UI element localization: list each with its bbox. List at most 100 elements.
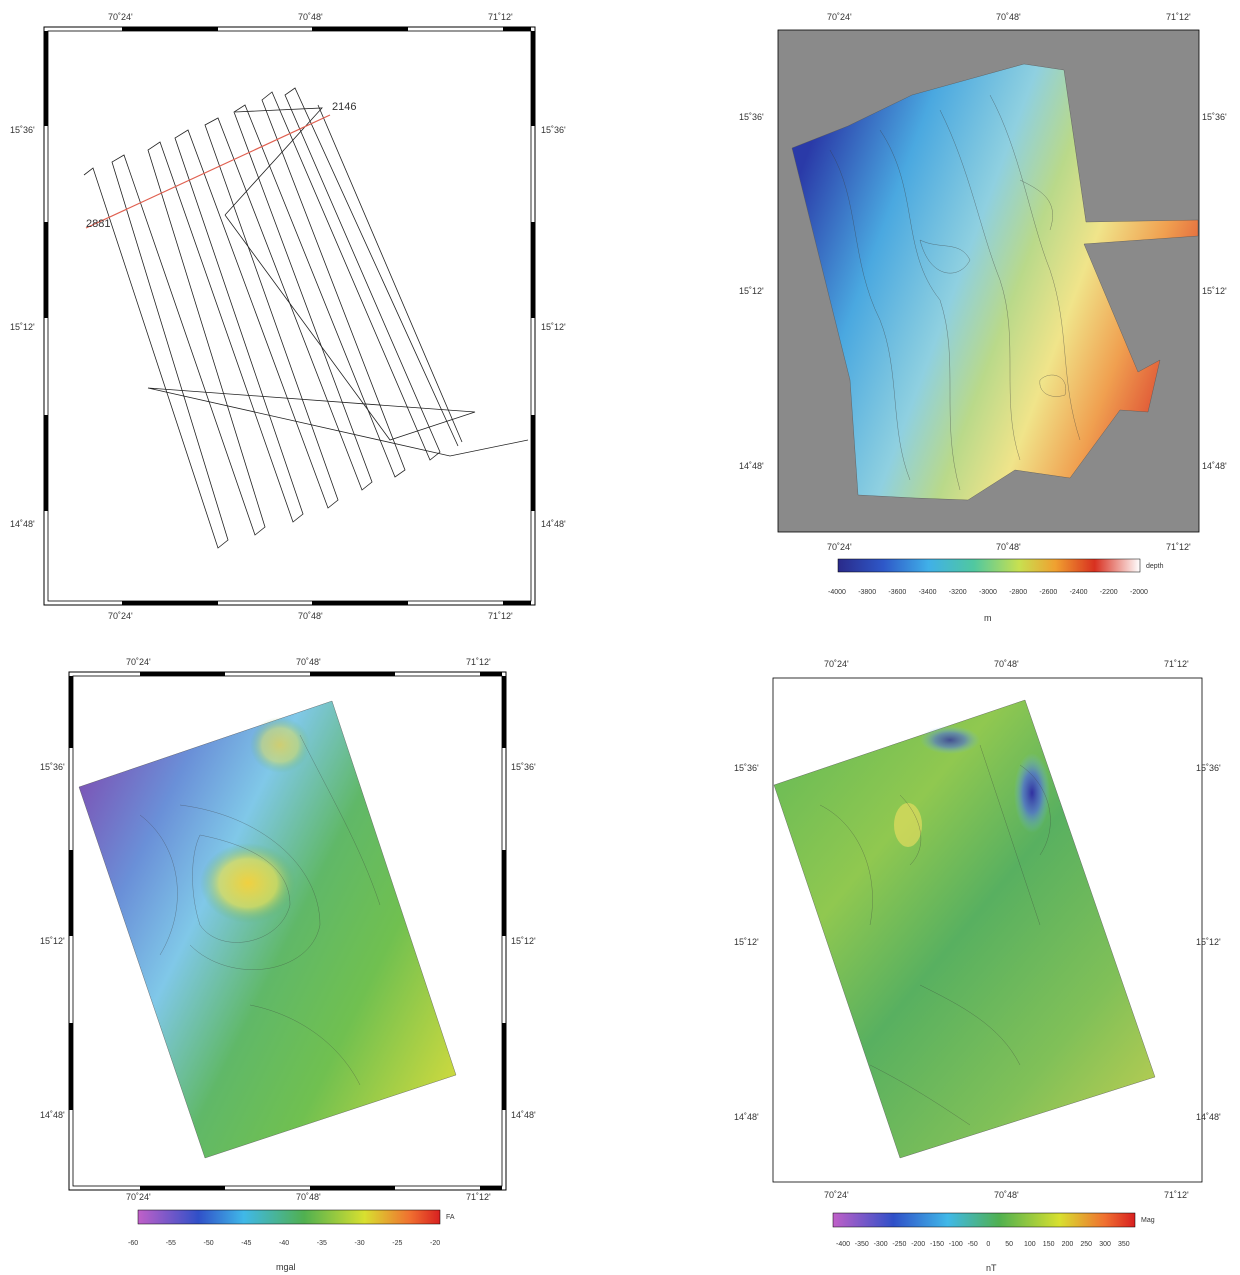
lon-tick: 70˚24' [126, 1192, 151, 1202]
colorbar-tick-label: -50 [204, 1240, 214, 1247]
lat-tick: 15˚36' [1202, 112, 1227, 122]
lon-tick: 71˚12' [1164, 659, 1189, 669]
lon-tick: 70˚48' [996, 12, 1021, 22]
line-label-2146: 2146 [332, 101, 356, 113]
colorbar-tick-label: 0 [986, 1241, 990, 1248]
track-map-inner-frame [48, 31, 531, 601]
colorbar-tick-label: -300 [874, 1241, 888, 1248]
lon-tick: 71˚12' [1166, 542, 1191, 552]
lon-tick: 70˚24' [824, 659, 849, 669]
colorbar-tick-label: 200 [1062, 1241, 1074, 1248]
lon-tick: 71˚12' [488, 12, 513, 22]
gravity-high [200, 843, 296, 923]
colorbar-tick-label: -2800 [1009, 589, 1027, 596]
lon-tick: 70˚48' [994, 659, 1019, 669]
colorbar-tick-label: -400 [836, 1241, 850, 1248]
track-map [0, 0, 600, 630]
track-map-panel: 2146 2881 70˚24' 70˚48' 71˚12' 70˚24' 70… [0, 0, 600, 630]
bathymetry-panel: 70˚24' 70˚48' 71˚12' 70˚24' 70˚48' 71˚12… [620, 0, 1240, 630]
lon-tick: 70˚48' [994, 1190, 1019, 1200]
lon-tick: 70˚48' [996, 542, 1021, 552]
colorbar-tick-label: 250 [1080, 1241, 1092, 1248]
magnetic-grid [774, 700, 1155, 1158]
lat-tick: 14˚48' [40, 1110, 65, 1120]
lat-tick: 15˚12' [40, 936, 65, 946]
colorbar-tick-label: -30 [355, 1240, 365, 1247]
colorbar-tick-label: -50 [968, 1241, 978, 1248]
colorbar-tick-label: -350 [855, 1241, 869, 1248]
colorbar-tick-label: -25 [392, 1240, 402, 1247]
survey-track-cross [225, 108, 322, 215]
lat-tick: 14˚48' [541, 519, 566, 529]
colorbar-tick-label: -200 [911, 1241, 925, 1248]
colorbar-title: depth [1146, 563, 1164, 570]
unit-label: m [984, 613, 992, 623]
lat-tick: 15˚12' [1202, 286, 1227, 296]
colorbar-title: FA [446, 1214, 455, 1221]
unit-label: mgal [276, 1262, 296, 1272]
lon-tick: 71˚12' [466, 657, 491, 667]
lat-tick: 15˚36' [1196, 763, 1221, 773]
lon-tick: 70˚24' [824, 1190, 849, 1200]
mag-colorbar [833, 1213, 1135, 1227]
lat-tick: 14˚48' [1202, 461, 1227, 471]
lon-tick: 71˚12' [466, 1192, 491, 1202]
track-map-border-top [44, 27, 535, 605]
line-label-2881: 2881 [86, 218, 110, 230]
colorbar-tick-label: -2600 [1039, 589, 1057, 596]
fa-colorbar [138, 1210, 440, 1224]
colorbar-tick-label: -3400 [919, 589, 937, 596]
colorbar-tick-label: -3200 [949, 589, 967, 596]
lat-tick: 14˚48' [511, 1110, 536, 1120]
lon-tick: 70˚48' [298, 611, 323, 621]
lon-tick: 71˚12' [1164, 1190, 1189, 1200]
colorbar-title: Mag [1141, 1217, 1155, 1224]
colorbar-tick-label: -2000 [1130, 589, 1148, 596]
unit-label: nT [986, 1263, 997, 1273]
bathymetry-map [620, 0, 1240, 630]
lat-tick: 14˚48' [734, 1112, 759, 1122]
lat-tick: 15˚12' [734, 937, 759, 947]
lon-tick: 70˚24' [126, 657, 151, 667]
colorbar-tick-label: -3000 [979, 589, 997, 596]
gravity-panel: 70˚24' 70˚48' 71˚12' 70˚24' 70˚48' 71˚12… [0, 645, 600, 1275]
lon-tick: 70˚24' [108, 12, 133, 22]
depth-colorbar [838, 559, 1140, 572]
lon-tick: 71˚12' [1166, 12, 1191, 22]
colorbar-tick-label: -250 [892, 1241, 906, 1248]
colorbar-tick-label: 150 [1043, 1241, 1055, 1248]
lat-tick: 15˚36' [40, 762, 65, 772]
magnetic-panel: 70˚24' 70˚48' 71˚12' 70˚24' 70˚48' 71˚12… [620, 645, 1240, 1275]
colorbar-tick-label: -2400 [1070, 589, 1088, 596]
lat-tick: 14˚48' [1196, 1112, 1221, 1122]
gravity-map [0, 645, 600, 1275]
colorbar-tick-label: -40 [279, 1240, 289, 1247]
lat-tick: 15˚36' [10, 125, 35, 135]
lat-tick: 15˚12' [1196, 937, 1221, 947]
lon-tick: 70˚24' [827, 542, 852, 552]
profile-line [86, 115, 330, 228]
colorbar-tick-label: 100 [1024, 1241, 1036, 1248]
lat-tick: 15˚12' [10, 322, 35, 332]
colorbar-tick-label: -35 [317, 1240, 327, 1247]
survey-track-lines [84, 88, 458, 548]
colorbar-tick-label: -60 [128, 1240, 138, 1247]
lon-tick: 70˚24' [108, 611, 133, 621]
survey-track-cross3 [318, 105, 462, 442]
colorbar-tick-label: -3800 [858, 589, 876, 596]
lon-tick: 70˚48' [296, 1192, 321, 1202]
colorbar-tick-label: -4000 [828, 589, 846, 596]
magnetic-low [1014, 753, 1050, 833]
colorbar-tick-label: 50 [1005, 1241, 1013, 1248]
colorbar-tick-label: -55 [166, 1240, 176, 1247]
lat-tick: 15˚12' [541, 322, 566, 332]
lon-tick: 71˚12' [488, 611, 513, 621]
colorbar-tick-label: -100 [949, 1241, 963, 1248]
lat-tick: 14˚48' [739, 461, 764, 471]
lat-tick: 14˚48' [10, 519, 35, 529]
lon-tick: 70˚48' [298, 12, 323, 22]
colorbar-tick-label: 350 [1118, 1241, 1130, 1248]
lat-tick: 15˚36' [734, 763, 759, 773]
lon-tick: 70˚24' [827, 12, 852, 22]
colorbar-tick-label: -150 [930, 1241, 944, 1248]
